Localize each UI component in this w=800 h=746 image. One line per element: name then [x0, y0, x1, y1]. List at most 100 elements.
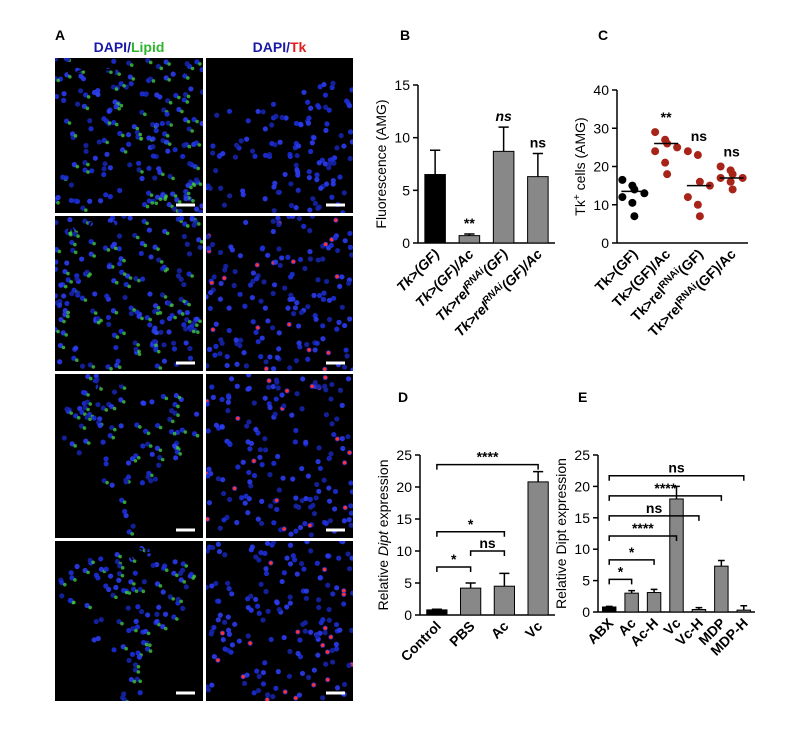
lipid — [158, 584, 163, 588]
nucleus — [106, 321, 112, 327]
nucleus — [258, 298, 264, 304]
nucleus — [254, 276, 260, 282]
lipid — [186, 119, 191, 124]
lipid — [117, 72, 121, 76]
nucleus — [218, 280, 224, 287]
nucleus — [154, 122, 160, 128]
nucleus — [106, 108, 112, 114]
nucleus — [125, 460, 132, 466]
tk-cell — [295, 630, 300, 634]
lipid — [169, 123, 174, 127]
nucleus — [164, 111, 170, 117]
nucleus — [229, 642, 236, 648]
dot — [628, 198, 637, 207]
nucleus — [61, 293, 67, 299]
lipid — [148, 60, 153, 65]
nucleus — [102, 245, 109, 251]
bar — [527, 481, 549, 616]
nucleus — [251, 400, 257, 406]
lipid — [88, 417, 92, 422]
nucleus — [336, 319, 342, 325]
nucleus — [288, 531, 294, 537]
nucleus — [240, 459, 246, 465]
nucleus — [345, 434, 351, 440]
nucleus — [95, 315, 101, 322]
nucleus — [179, 427, 185, 433]
nucleus — [322, 92, 329, 98]
nucleus — [132, 662, 139, 668]
lipid — [183, 430, 188, 434]
lipid — [156, 305, 161, 310]
nucleus — [326, 485, 332, 491]
nucleus — [118, 423, 124, 429]
tk-cell — [236, 416, 240, 421]
lipid — [150, 473, 154, 478]
nucleus — [101, 171, 107, 178]
nucleus — [341, 601, 347, 607]
nucleus — [90, 308, 96, 314]
nucleus — [93, 619, 99, 625]
lipid — [133, 458, 138, 463]
nucleus — [111, 647, 117, 653]
dot — [618, 175, 627, 184]
nucleus — [193, 411, 200, 417]
nucleus — [102, 161, 108, 167]
dot — [728, 170, 737, 179]
nucleus — [197, 244, 203, 251]
nucleus — [138, 545, 145, 552]
text-part: / — [286, 39, 290, 55]
nucleus — [80, 205, 86, 211]
dot — [673, 143, 682, 152]
nucleus — [119, 497, 125, 503]
nucleus — [245, 439, 251, 445]
significance-label: ns — [668, 460, 685, 476]
nucleus — [328, 396, 334, 402]
lipid — [73, 444, 77, 448]
nucleus — [250, 319, 256, 325]
nucleus — [341, 518, 347, 524]
nucleus — [214, 112, 220, 118]
nucleus — [95, 635, 101, 642]
lipid — [175, 617, 179, 621]
nucleus — [254, 668, 260, 674]
dot — [726, 177, 735, 186]
text-part: RNAi — [101, 544, 126, 555]
annotation: ** — [464, 215, 475, 231]
nucleus — [312, 347, 318, 353]
nucleus — [293, 205, 299, 211]
dot — [683, 193, 692, 202]
bar — [691, 608, 707, 613]
lipid — [168, 100, 173, 105]
nucleus — [318, 620, 324, 626]
significance-bracket — [608, 535, 678, 542]
nucleus — [298, 309, 305, 316]
nucleus — [83, 148, 89, 155]
y-tick-label: 25 — [574, 447, 590, 463]
text-part: cells (AMG) — [572, 117, 588, 194]
lipid — [167, 142, 172, 146]
tk-cell — [256, 325, 260, 330]
nucleus — [193, 140, 199, 146]
nucleus — [128, 310, 134, 317]
y-tick-label: 10 — [396, 543, 412, 559]
cells — [206, 80, 353, 213]
lipid — [69, 280, 73, 284]
nucleus — [168, 429, 175, 435]
annotation: ns — [495, 108, 512, 124]
nucleus — [92, 155, 98, 161]
nucleus — [176, 106, 182, 113]
nucleus — [243, 493, 249, 499]
nucleus — [180, 605, 186, 611]
y-tick-label: 0 — [601, 235, 609, 251]
nucleus — [120, 147, 126, 153]
nucleus — [224, 354, 230, 360]
nucleus — [64, 228, 71, 234]
nucleus — [293, 120, 299, 127]
nucleus — [72, 231, 78, 237]
lipid — [127, 284, 131, 289]
nucleus — [83, 438, 89, 444]
nucleus — [91, 637, 97, 643]
nucleus — [210, 394, 216, 400]
nucleus — [312, 380, 318, 386]
nucleus — [65, 277, 71, 283]
